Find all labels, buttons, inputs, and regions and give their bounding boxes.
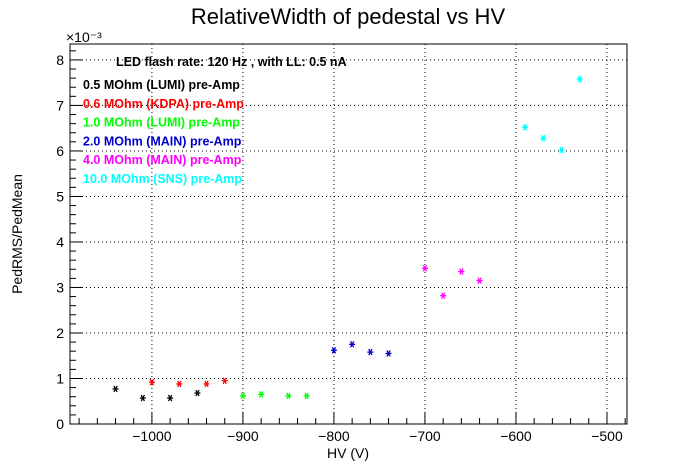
- data-point: [440, 292, 447, 299]
- legend: 0.5 MOhm (LUMI) pre-Amp 0.6 MOhm (KDPA) p…: [83, 78, 244, 186]
- data-point: [203, 380, 210, 388]
- data-points: [112, 75, 583, 402]
- data-point: [421, 265, 428, 272]
- y-tick-label: 2: [56, 325, 64, 341]
- tick-labels: −1000 −900 −800 −700 −600 −500 0 1 2 3 4 5 6 7 8: [56, 52, 623, 444]
- y-tick-label: 0: [56, 416, 64, 432]
- data-point: [558, 146, 565, 154]
- legend-entry: 2.0 MOhm (MAIN) pre-Amp: [83, 134, 242, 148]
- legend-entry: 1.0 MOhm (LUMI) pre-Amp: [83, 116, 240, 130]
- y-axis-exponent: ×10⁻³: [66, 29, 102, 45]
- data-point: [167, 394, 174, 402]
- data-point: [385, 350, 392, 357]
- data-point: [258, 391, 265, 398]
- data-point: [176, 380, 183, 388]
- data-point: [458, 268, 465, 275]
- x-tick-label: −900: [227, 428, 259, 444]
- data-point: [522, 123, 529, 131]
- data-point: [285, 392, 292, 400]
- data-point: [330, 346, 337, 354]
- legend-entry: 0.6 MOhm (KDPA) pre-Amp: [83, 97, 244, 111]
- y-tick-label: 5: [56, 188, 64, 204]
- data-point: [476, 277, 483, 284]
- data-point: [540, 134, 547, 142]
- x-tick-label: −700: [409, 428, 441, 444]
- y-axis-label: PedRMS/PedMean: [9, 174, 25, 294]
- data-point: [303, 392, 310, 400]
- y-tick-label: 1: [56, 370, 64, 386]
- chart-title: RelativeWidth of pedestal vs HV: [191, 4, 506, 29]
- y-tick-label: 4: [56, 234, 64, 250]
- legend-entry: 10.0 MOhm (SNS) pre-Amp: [83, 172, 242, 186]
- data-point: [349, 341, 356, 348]
- legend-entry: 4.0 MOhm (MAIN) pre-Amp: [83, 153, 242, 167]
- y-tick-label: 8: [56, 52, 64, 68]
- data-point: [139, 394, 146, 402]
- x-tick-label: −500: [591, 428, 623, 444]
- data-point: [221, 377, 228, 385]
- data-point: [112, 385, 119, 393]
- x-tick-label: −600: [500, 428, 532, 444]
- x-tick-label: −800: [318, 428, 350, 444]
- plot-frame: [69, 43, 628, 425]
- chart-annotation: LED flash rate: 120 Hz , with LL: 0.5 nA: [116, 55, 347, 69]
- data-point: [194, 389, 201, 397]
- data-point: [576, 75, 583, 83]
- x-axis-label: HV (V): [327, 445, 369, 461]
- axis-ticks: [70, 50, 626, 425]
- legend-entry: 0.5 MOhm (LUMI) pre-Amp: [83, 78, 240, 92]
- x-tick-label: −1000: [132, 428, 172, 444]
- y-tick-label: 3: [56, 279, 64, 295]
- y-tick-label: 7: [56, 97, 64, 113]
- y-tick-label: 6: [56, 143, 64, 159]
- data-point: [367, 348, 374, 356]
- data-point: [239, 392, 246, 400]
- data-point: [148, 378, 155, 386]
